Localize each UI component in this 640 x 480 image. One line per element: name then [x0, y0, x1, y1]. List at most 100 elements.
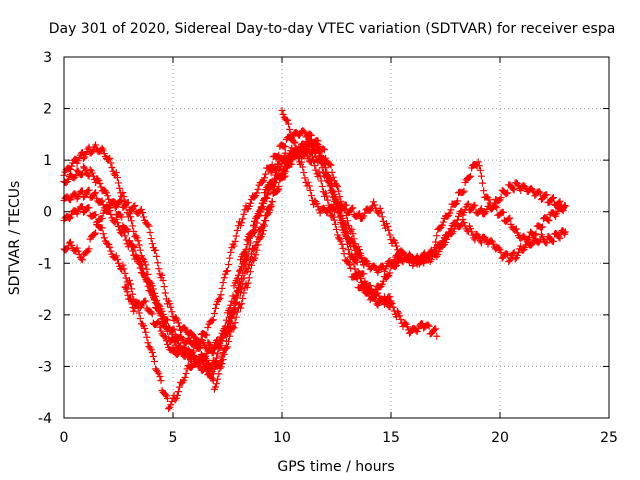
data-point	[225, 318, 233, 326]
data-point	[216, 361, 224, 369]
data-point	[100, 150, 108, 158]
x-tick-labels: 0 5 10 15 20 25	[60, 430, 618, 446]
data-point	[433, 232, 441, 240]
data-point	[505, 215, 513, 223]
data-point	[239, 215, 247, 223]
data-point	[229, 310, 237, 318]
data-point	[226, 254, 234, 262]
data-point	[307, 191, 315, 199]
data-point	[300, 169, 308, 177]
data-point	[122, 236, 130, 244]
data-point	[261, 189, 269, 197]
data-point	[153, 252, 161, 260]
data-point	[226, 332, 234, 340]
data-point	[104, 192, 112, 200]
data-point	[225, 337, 233, 345]
data-point	[431, 244, 439, 252]
y-tick-label: 1	[43, 153, 52, 169]
data-point	[168, 330, 176, 338]
data-point	[107, 247, 115, 255]
data-point	[333, 181, 340, 189]
data-point	[106, 243, 114, 251]
data-point	[122, 283, 130, 291]
data-point	[80, 163, 88, 171]
data-point	[467, 172, 475, 180]
series-track-6	[278, 106, 567, 270]
data-point	[245, 274, 253, 282]
data-point	[245, 202, 253, 210]
data-point	[343, 257, 351, 265]
data-point	[240, 289, 248, 297]
data-point	[310, 157, 318, 165]
data-point	[258, 230, 266, 238]
data-point	[360, 281, 368, 289]
data-point	[324, 196, 332, 204]
data-point	[148, 349, 156, 357]
y-tick-label: -3	[38, 359, 52, 375]
data-point	[262, 170, 270, 178]
data-point	[384, 222, 392, 230]
data-point	[160, 283, 168, 291]
data-point	[140, 270, 148, 278]
data-point	[323, 192, 331, 200]
data-point	[559, 207, 567, 215]
data-point	[342, 201, 350, 209]
data-point	[179, 378, 187, 386]
data-point	[235, 284, 243, 292]
data-point	[129, 247, 137, 255]
series-track-5	[60, 136, 369, 413]
data-point	[256, 206, 264, 214]
data-point	[294, 154, 302, 162]
data-point	[123, 288, 131, 296]
data-point	[434, 251, 442, 259]
data-point	[450, 225, 458, 233]
data-point	[176, 383, 184, 391]
data-point	[251, 226, 259, 234]
data-point	[361, 209, 369, 217]
data-point	[281, 143, 289, 151]
data-point	[155, 318, 163, 326]
data-point	[136, 314, 144, 322]
data-point	[129, 222, 137, 230]
data-point	[493, 204, 501, 212]
data-point	[477, 205, 485, 213]
data-point	[227, 301, 235, 309]
data-point	[166, 300, 174, 308]
data-point	[356, 249, 364, 257]
data-point	[91, 230, 99, 238]
data-point	[348, 225, 356, 233]
data-point	[98, 197, 106, 205]
data-point	[94, 175, 102, 183]
data-point	[231, 319, 239, 327]
data-point	[377, 208, 385, 216]
data-point	[384, 273, 392, 281]
data-point	[222, 344, 230, 352]
data-point	[140, 213, 148, 221]
data-point	[108, 164, 116, 172]
data-point	[231, 237, 239, 245]
data-point	[350, 235, 358, 243]
data-point	[234, 271, 242, 279]
data-point	[558, 206, 566, 214]
data-point	[261, 222, 269, 230]
data-point	[273, 165, 281, 173]
data-point	[215, 296, 223, 304]
data-point	[107, 210, 115, 218]
data-point	[188, 329, 196, 337]
data-point	[79, 256, 87, 264]
data-point	[549, 194, 557, 202]
data-point	[110, 198, 118, 206]
data-point	[237, 304, 245, 312]
data-point	[149, 292, 157, 300]
data-point	[539, 223, 547, 231]
data-point	[323, 173, 331, 181]
data-point	[173, 392, 181, 400]
data-point	[252, 223, 260, 231]
data-point	[435, 248, 443, 256]
data-point	[149, 352, 157, 360]
data-point	[464, 200, 472, 208]
data-point	[231, 299, 239, 307]
data-point	[475, 162, 483, 170]
data-point	[354, 211, 362, 219]
data-point	[154, 259, 162, 267]
